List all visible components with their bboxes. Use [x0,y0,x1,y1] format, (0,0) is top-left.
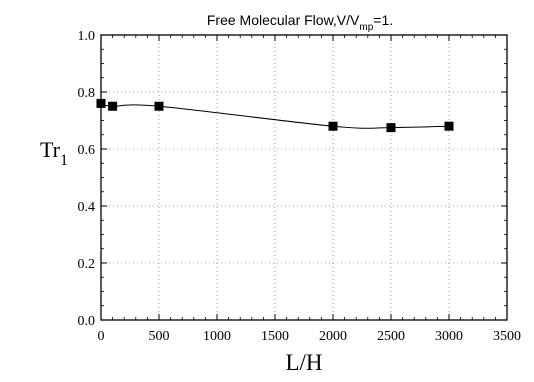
title-main: Free Molecular Flow,V/V [207,12,360,28]
data-point-marker [328,121,338,131]
y-tick-label: 1.0 [78,29,96,44]
y-tick-labels: 0.0 0.2 0.4 0.6 0.8 1.0 [78,29,96,329]
x-tick-label: 0 [98,329,105,344]
data-point-marker [96,98,106,108]
x-tick-label: 3500 [493,329,521,344]
data-point-marker [108,101,118,111]
plot-area-frame [100,34,508,321]
y-label-subscript: 1 [60,152,68,169]
y-tick-label: 0.4 [78,200,96,215]
x-tick-label: 2500 [377,329,405,344]
data-point-marker [386,123,396,133]
x-tick-label: 500 [149,329,170,344]
data-point-marker [154,101,164,111]
data-markers [96,98,454,133]
title-subscript: mp [359,22,373,33]
x-axis-label: L/H [285,350,322,375]
data-point-marker [444,121,454,131]
x-tick-label: 3000 [435,329,463,344]
x-tick-label: 2000 [319,329,347,344]
x-tick-label: 1000 [203,329,231,344]
y-axis-label: Tr1 [40,137,68,169]
y-tick-label: 0.8 [78,86,96,101]
chart-title: Free Molecular Flow,V/Vmp=1. [207,12,393,33]
x-tick-labels: 0 500 1000 1500 2000 2500 3000 3500 [98,329,522,344]
title-tail: =1. [373,12,393,28]
x-tick-label: 1500 [261,329,289,344]
grid [101,35,507,320]
y-tick-label: 0.0 [78,314,96,329]
y-tick-label: 0.6 [78,143,96,158]
y-tick-label: 0.2 [78,257,96,272]
y-label-main: Tr [40,137,61,162]
axis-ticks [100,34,508,321]
